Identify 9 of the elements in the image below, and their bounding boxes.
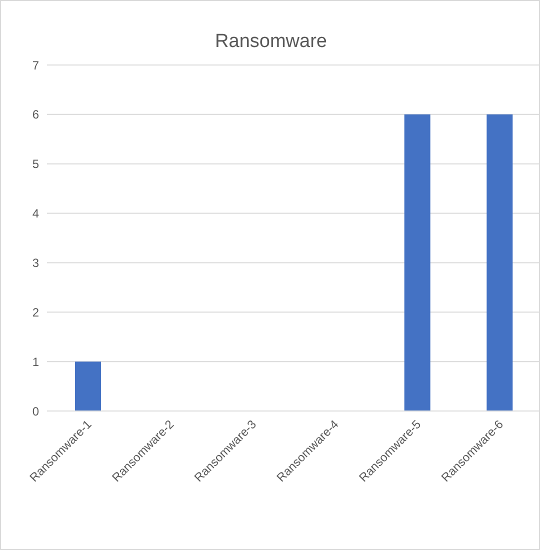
y-tick-label: 0 (32, 404, 40, 418)
y-tick-label: 2 (32, 305, 40, 320)
chart-title: Ransomware (214, 31, 328, 53)
y-tick-label: 5 (32, 157, 40, 172)
y-tick-label: 3 (32, 256, 40, 270)
y-tick-label: 1 (32, 354, 40, 369)
y-tick-label: 7 (32, 58, 40, 72)
y-tick-label: 4 (32, 206, 40, 221)
y-tick-label: 6 (32, 108, 40, 122)
